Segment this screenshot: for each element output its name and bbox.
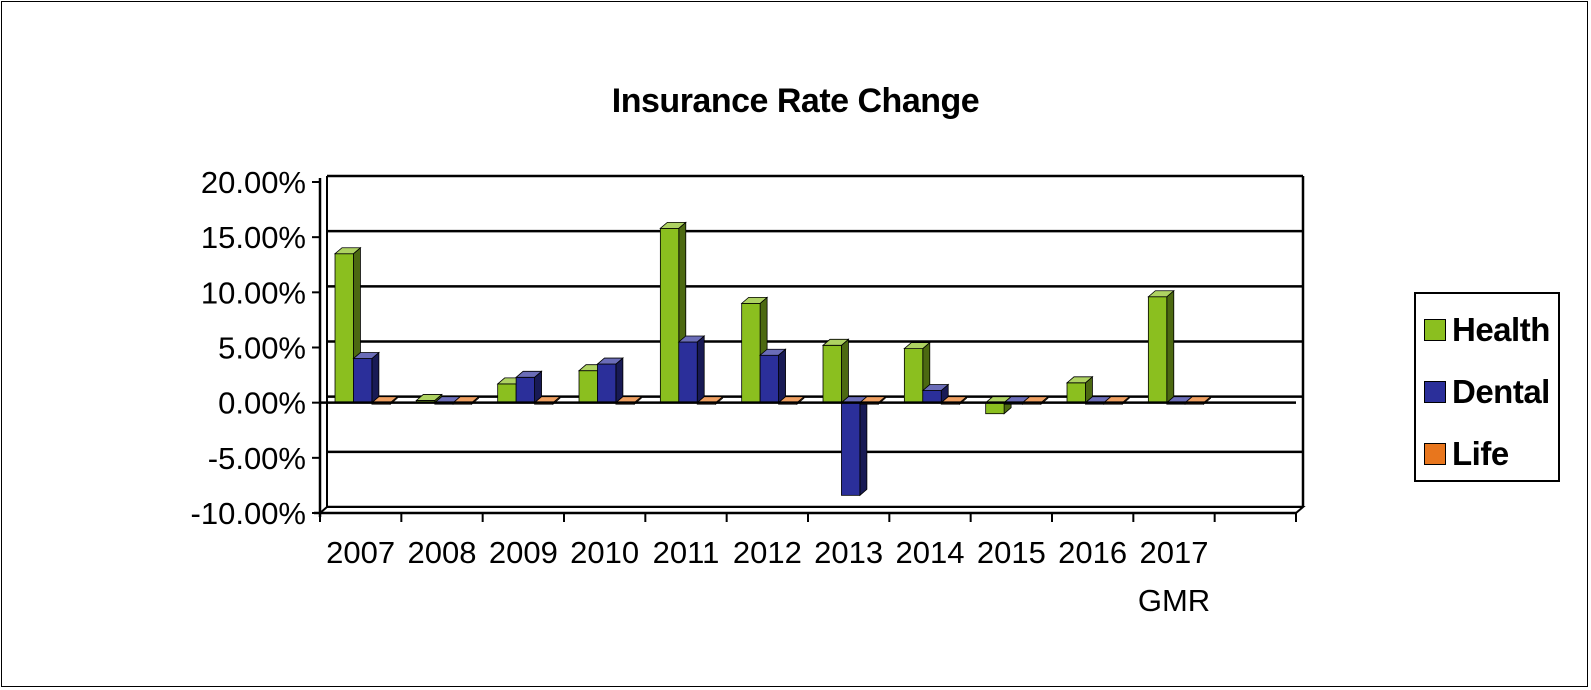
bar-health-2013 [821, 338, 850, 404]
bar-top [415, 394, 443, 401]
bar-front [597, 363, 617, 404]
bar-side [1166, 289, 1175, 404]
bar-top [659, 221, 687, 229]
legend-label-life: Life [1452, 435, 1509, 472]
bar-side [841, 338, 849, 404]
bar-dental-2007 [352, 351, 380, 404]
y-tick-label: 0.00% [218, 386, 306, 421]
bar-top [759, 348, 787, 356]
y-tick-label: -10.00% [191, 496, 306, 531]
y-tick-label: 10.00% [201, 275, 306, 310]
bar-front [659, 227, 680, 404]
y-tick-label: 15.00% [201, 220, 306, 255]
bar-dental-2011 [677, 335, 706, 404]
bar-dental-2012 [759, 348, 787, 404]
bar-top [677, 335, 706, 343]
bar-top [740, 296, 769, 304]
x-tick-sublabel: GMR [1138, 583, 1210, 618]
x-tick-label: 2017 [1140, 535, 1209, 570]
bar-front [1147, 296, 1168, 404]
x-tick-label: 2008 [408, 535, 477, 570]
plot-area [320, 176, 1303, 513]
bar-top [921, 384, 950, 391]
bar-top [352, 352, 380, 359]
legend-item-health: Health [1424, 310, 1550, 350]
bar-side [371, 351, 380, 404]
bar-front [497, 383, 517, 404]
legend: Health Dental Life [1414, 292, 1560, 482]
x-tick-label: 2013 [814, 535, 883, 570]
bar-front [985, 402, 1005, 415]
bar-front [678, 341, 698, 404]
bar-front [922, 390, 942, 404]
x-tick-label: 2012 [733, 535, 802, 570]
bar-health-2014 [903, 341, 931, 404]
bar-health-2015 [984, 395, 1013, 415]
x-tick-label: 2010 [570, 535, 639, 570]
bar-top [515, 370, 543, 378]
legend-item-life: Life [1424, 434, 1509, 474]
tick-labels: 20.00% 15.00% 10.00% 5.00% 0.00% -5.00% -10.00… [191, 165, 1211, 618]
bar-side [778, 348, 786, 404]
legend-label-dental: Dental [1452, 373, 1550, 410]
y-tick-label: 5.00% [218, 331, 306, 366]
bar-front [515, 376, 535, 404]
y-tick-label: -5.00% [208, 441, 306, 476]
x-tick-label: 2007 [326, 535, 395, 570]
bars [333, 221, 1212, 497]
bar-top [1065, 376, 1094, 384]
bar-top [903, 342, 931, 350]
bar-front [334, 253, 354, 404]
bar-top [333, 247, 362, 255]
legend-swatch-life [1424, 443, 1446, 465]
bar-front [578, 370, 598, 404]
bar-health-2016 [1065, 375, 1094, 404]
bar-front [353, 358, 373, 404]
bar-side [696, 335, 705, 404]
legend-item-dental: Dental [1424, 372, 1550, 412]
bar-front [759, 354, 779, 404]
bar-front [741, 302, 761, 404]
gridlines [317, 174, 1306, 514]
chart-title: Insurance Rate Change [611, 82, 980, 120]
x-tick-label: 2011 [653, 535, 720, 570]
bar-front [822, 344, 842, 404]
legend-swatch-health [1424, 319, 1446, 341]
bar-top [821, 338, 850, 346]
legend-swatch-dental [1424, 381, 1446, 403]
bar-side [615, 357, 624, 404]
bar-dental-2009 [515, 370, 543, 404]
x-tick-label: 2009 [489, 535, 558, 570]
bar-front [1066, 382, 1086, 404]
axes [312, 178, 1297, 522]
legend-label-health: Health [1452, 311, 1550, 348]
x-tick-label: 2014 [896, 535, 965, 570]
bar-side [859, 395, 868, 497]
y-tick-label: 20.00% [201, 165, 306, 200]
bar-front [841, 402, 861, 496]
bar-health-2017 [1147, 289, 1175, 404]
x-tick-label: 2015 [977, 535, 1046, 570]
bar-dental-2013 [840, 395, 868, 497]
bar-top [596, 357, 624, 365]
bar-front [903, 348, 924, 404]
bar-top [1147, 290, 1175, 298]
x-tick-label: 2016 [1058, 535, 1127, 570]
bar-dental-2010 [596, 357, 624, 404]
